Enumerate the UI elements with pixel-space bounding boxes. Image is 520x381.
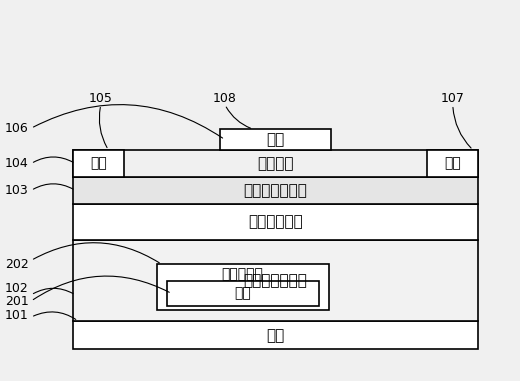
Text: 105: 105 bbox=[89, 93, 113, 106]
Text: 107: 107 bbox=[441, 93, 465, 106]
Text: 108: 108 bbox=[213, 93, 237, 106]
Text: 101: 101 bbox=[5, 309, 29, 322]
Text: 铝铟镓氮势垒层: 铝铟镓氮势垒层 bbox=[243, 183, 307, 198]
Text: 源极: 源极 bbox=[90, 157, 107, 171]
Text: 漏极: 漏极 bbox=[445, 157, 461, 171]
Text: 104: 104 bbox=[5, 157, 29, 170]
FancyBboxPatch shape bbox=[73, 177, 478, 204]
FancyBboxPatch shape bbox=[73, 150, 478, 177]
Text: 衬底: 衬底 bbox=[266, 328, 284, 343]
FancyBboxPatch shape bbox=[73, 321, 478, 349]
Text: 栅极: 栅极 bbox=[266, 132, 284, 147]
FancyBboxPatch shape bbox=[73, 150, 124, 177]
Text: 氮化镓沟道层: 氮化镓沟道层 bbox=[248, 214, 303, 229]
Text: 202: 202 bbox=[5, 258, 29, 271]
FancyBboxPatch shape bbox=[220, 129, 331, 150]
Text: 铝铟镓氮缓冲层: 铝铟镓氮缓冲层 bbox=[243, 273, 307, 288]
Text: 102: 102 bbox=[5, 282, 29, 295]
Text: 栅介质层: 栅介质层 bbox=[257, 156, 294, 171]
FancyBboxPatch shape bbox=[73, 240, 478, 321]
Text: 埋栅: 埋栅 bbox=[235, 287, 251, 301]
Text: 103: 103 bbox=[5, 184, 29, 197]
FancyBboxPatch shape bbox=[427, 150, 478, 177]
Text: 201: 201 bbox=[5, 295, 29, 307]
Text: 埋栅介质层: 埋栅介质层 bbox=[222, 267, 264, 281]
FancyBboxPatch shape bbox=[73, 204, 478, 240]
FancyBboxPatch shape bbox=[167, 281, 319, 306]
Text: 106: 106 bbox=[5, 122, 29, 135]
FancyBboxPatch shape bbox=[157, 264, 329, 310]
